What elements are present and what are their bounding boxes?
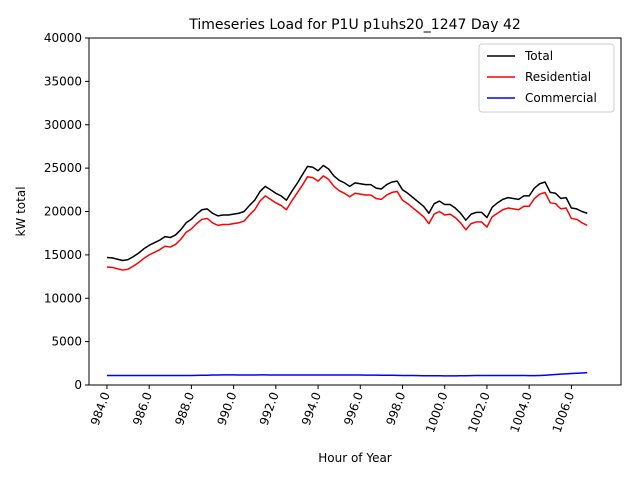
series-line-commercial bbox=[106, 371, 588, 377]
series-line-total bbox=[106, 164, 588, 262]
y-tick-label: 10000 bbox=[44, 291, 82, 305]
y-tick-label: 35000 bbox=[44, 74, 82, 88]
y-tick-label: 0 bbox=[74, 378, 82, 392]
y-tick-label: 25000 bbox=[44, 161, 82, 175]
series-line-residential bbox=[106, 175, 588, 271]
x-axis-label: Hour of Year bbox=[318, 451, 392, 465]
y-tick-label: 20000 bbox=[44, 205, 82, 219]
y-tick-label: 15000 bbox=[44, 248, 82, 262]
y-tick-label: 5000 bbox=[51, 335, 82, 349]
y-axis-label: kW total bbox=[14, 186, 28, 236]
y-tick-label: 40000 bbox=[44, 31, 82, 45]
legend-box bbox=[478, 43, 615, 113]
legend-label-total: Total bbox=[524, 49, 553, 63]
legend-label-commercial: Commercial bbox=[525, 91, 597, 105]
chart-title: Timeseries Load for P1U p1uhs20_1247 Day… bbox=[188, 17, 521, 33]
legend-label-residential: Residential bbox=[525, 70, 591, 84]
y-tick-label: 30000 bbox=[44, 118, 82, 132]
